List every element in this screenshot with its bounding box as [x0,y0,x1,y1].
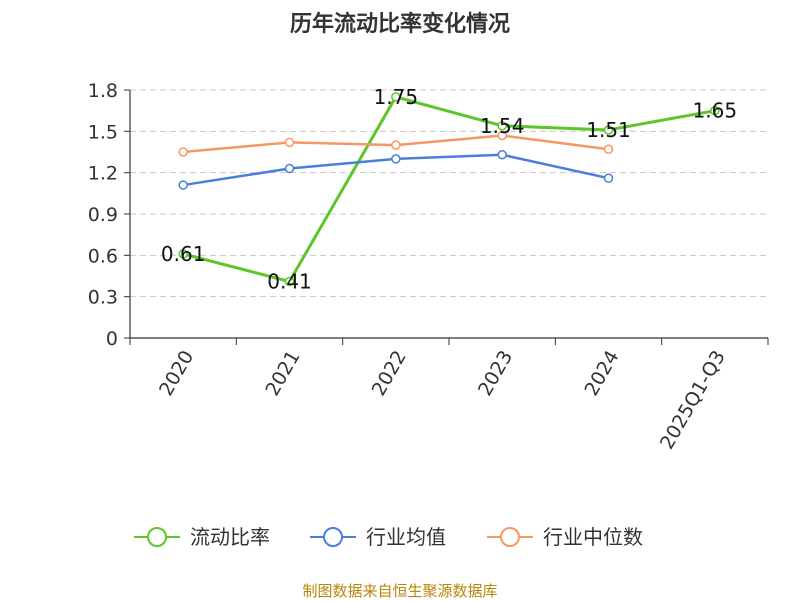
y-tick-label: 1.5 [88,121,118,143]
series-point [497,130,507,141]
legend: 流动比率 行业均值 行业中位数 [134,525,643,549]
y-tick-label: 1.8 [88,80,118,102]
series-point [178,180,188,190]
series-point [391,92,401,102]
data-label: 0.41 [267,270,312,294]
data-label: 1.65 [693,99,738,123]
series-point [178,147,188,157]
legend-label: 流动比率 [190,525,270,549]
legend-label: 行业中位数 [543,525,643,549]
x-tick-label: 2024 [580,347,623,400]
series-point [497,150,507,160]
legend-label: 行业均值 [366,525,446,549]
legend-marker-icon [323,527,343,547]
x-tick-label: 2022 [368,347,411,400]
series-point [603,173,614,183]
series-point [603,125,614,135]
data-label: 1.75 [374,85,419,109]
series-point [391,154,401,164]
series-point [497,121,507,131]
y-tick-label: 0.6 [88,245,118,267]
x-tick-label: 2023 [474,347,517,400]
y-tick-label: 1.2 [88,163,118,185]
grid-lines [130,89,768,298]
data-source-note: 制图数据来自恒生聚源数据库 [302,582,498,600]
series-point [710,105,720,116]
data-labels: 0.61 0.41 1.75 1.54 1.51 1.65 [161,85,737,294]
data-label: 1.51 [586,118,631,142]
x-tick-label: 2020 [155,347,198,400]
y-tick-label: 0.3 [88,287,118,309]
y-tick-label: 0 [106,328,118,350]
series-line-1 [182,95,716,284]
chart-title: 历年流动比率变化情况 [289,12,510,37]
x-tick-label: 2025Q1-Q3 [656,347,730,453]
series-point [391,140,401,150]
legend-marker-icon [147,527,167,547]
series-point [284,276,295,287]
x-tick-label: 2021 [261,347,304,400]
data-label: 0.61 [161,242,206,266]
series-point [178,249,188,259]
series [178,92,720,287]
data-label: 1.54 [480,114,525,138]
series-point [284,163,295,174]
legend-marker-icon [500,527,520,547]
series-point [603,144,614,154]
y-tick-label: 0.9 [88,204,118,226]
axes: 0 0.3 0.6 0.9 1.2 1.5 1.8 2020 2021 2022 2023 2024 2… [88,80,769,453]
series-point [284,137,295,148]
